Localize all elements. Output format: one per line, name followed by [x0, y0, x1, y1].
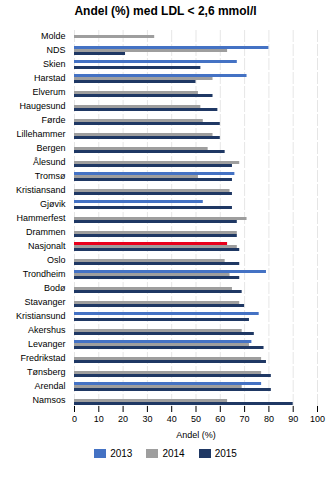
svg-text:Hammerfest: Hammerfest: [16, 213, 66, 223]
svg-text:Kristiansand: Kristiansand: [16, 185, 66, 195]
svg-text:Andel (%): Andel (%): [176, 430, 216, 440]
svg-text:Haugesund: Haugesund: [19, 101, 65, 111]
svg-text:0: 0: [72, 414, 77, 424]
svg-text:50: 50: [191, 414, 201, 424]
svg-text:Akershus: Akershus: [28, 325, 66, 335]
svg-text:60: 60: [215, 414, 225, 424]
html-text:Andel (%) med LDL < 2,6 mmol/l: Andel (%) med LDL < 2,6 mmol/l: [74, 4, 257, 18]
svg-text:30: 30: [142, 414, 152, 424]
svg-text:Elverum: Elverum: [32, 87, 65, 97]
svg-text:Bodø: Bodø: [44, 283, 66, 293]
svg-text:100: 100: [310, 414, 325, 424]
svg-text:Oslo: Oslo: [47, 255, 66, 265]
svg-text:90: 90: [288, 414, 298, 424]
svg-text:Nasjonalt: Nasjonalt: [28, 241, 66, 251]
svg-text:80: 80: [264, 414, 274, 424]
svg-text:Gjøvik: Gjøvik: [40, 199, 66, 209]
svg-text:Førde: Førde: [41, 115, 65, 125]
svg-text:NDS: NDS: [46, 45, 65, 55]
svg-text:Molde: Molde: [41, 31, 66, 41]
svg-text:Kristiansund: Kristiansund: [16, 311, 66, 321]
svg-text:Harstad: Harstad: [34, 73, 66, 83]
svg-text:20: 20: [118, 414, 128, 424]
svg-text:Stavanger: Stavanger: [24, 297, 65, 307]
svg-text:70: 70: [240, 414, 250, 424]
html-text:2013: 2013: [110, 448, 133, 459]
svg-text:10: 10: [94, 414, 104, 424]
html-text:2015: 2015: [214, 448, 237, 459]
svg-text:Bergen: Bergen: [36, 143, 65, 153]
html-text:2014: 2014: [162, 448, 185, 459]
svg-text:40: 40: [167, 414, 177, 424]
svg-text:Drammen: Drammen: [26, 227, 66, 237]
svg-text:Lillehammer: Lillehammer: [16, 129, 65, 139]
svg-text:Namsos: Namsos: [32, 395, 66, 405]
svg-text:Fredrikstad: Fredrikstad: [20, 353, 65, 363]
svg-text:Tønsberg: Tønsberg: [27, 367, 66, 377]
svg-text:Ålesund: Ålesund: [33, 157, 66, 167]
svg-text:Levanger: Levanger: [28, 339, 66, 349]
svg-text:Skien: Skien: [43, 59, 66, 69]
svg-text:Tromsø: Tromsø: [35, 171, 66, 181]
svg-text:Arendal: Arendal: [34, 381, 65, 391]
svg-text:Trondheim: Trondheim: [23, 269, 66, 279]
